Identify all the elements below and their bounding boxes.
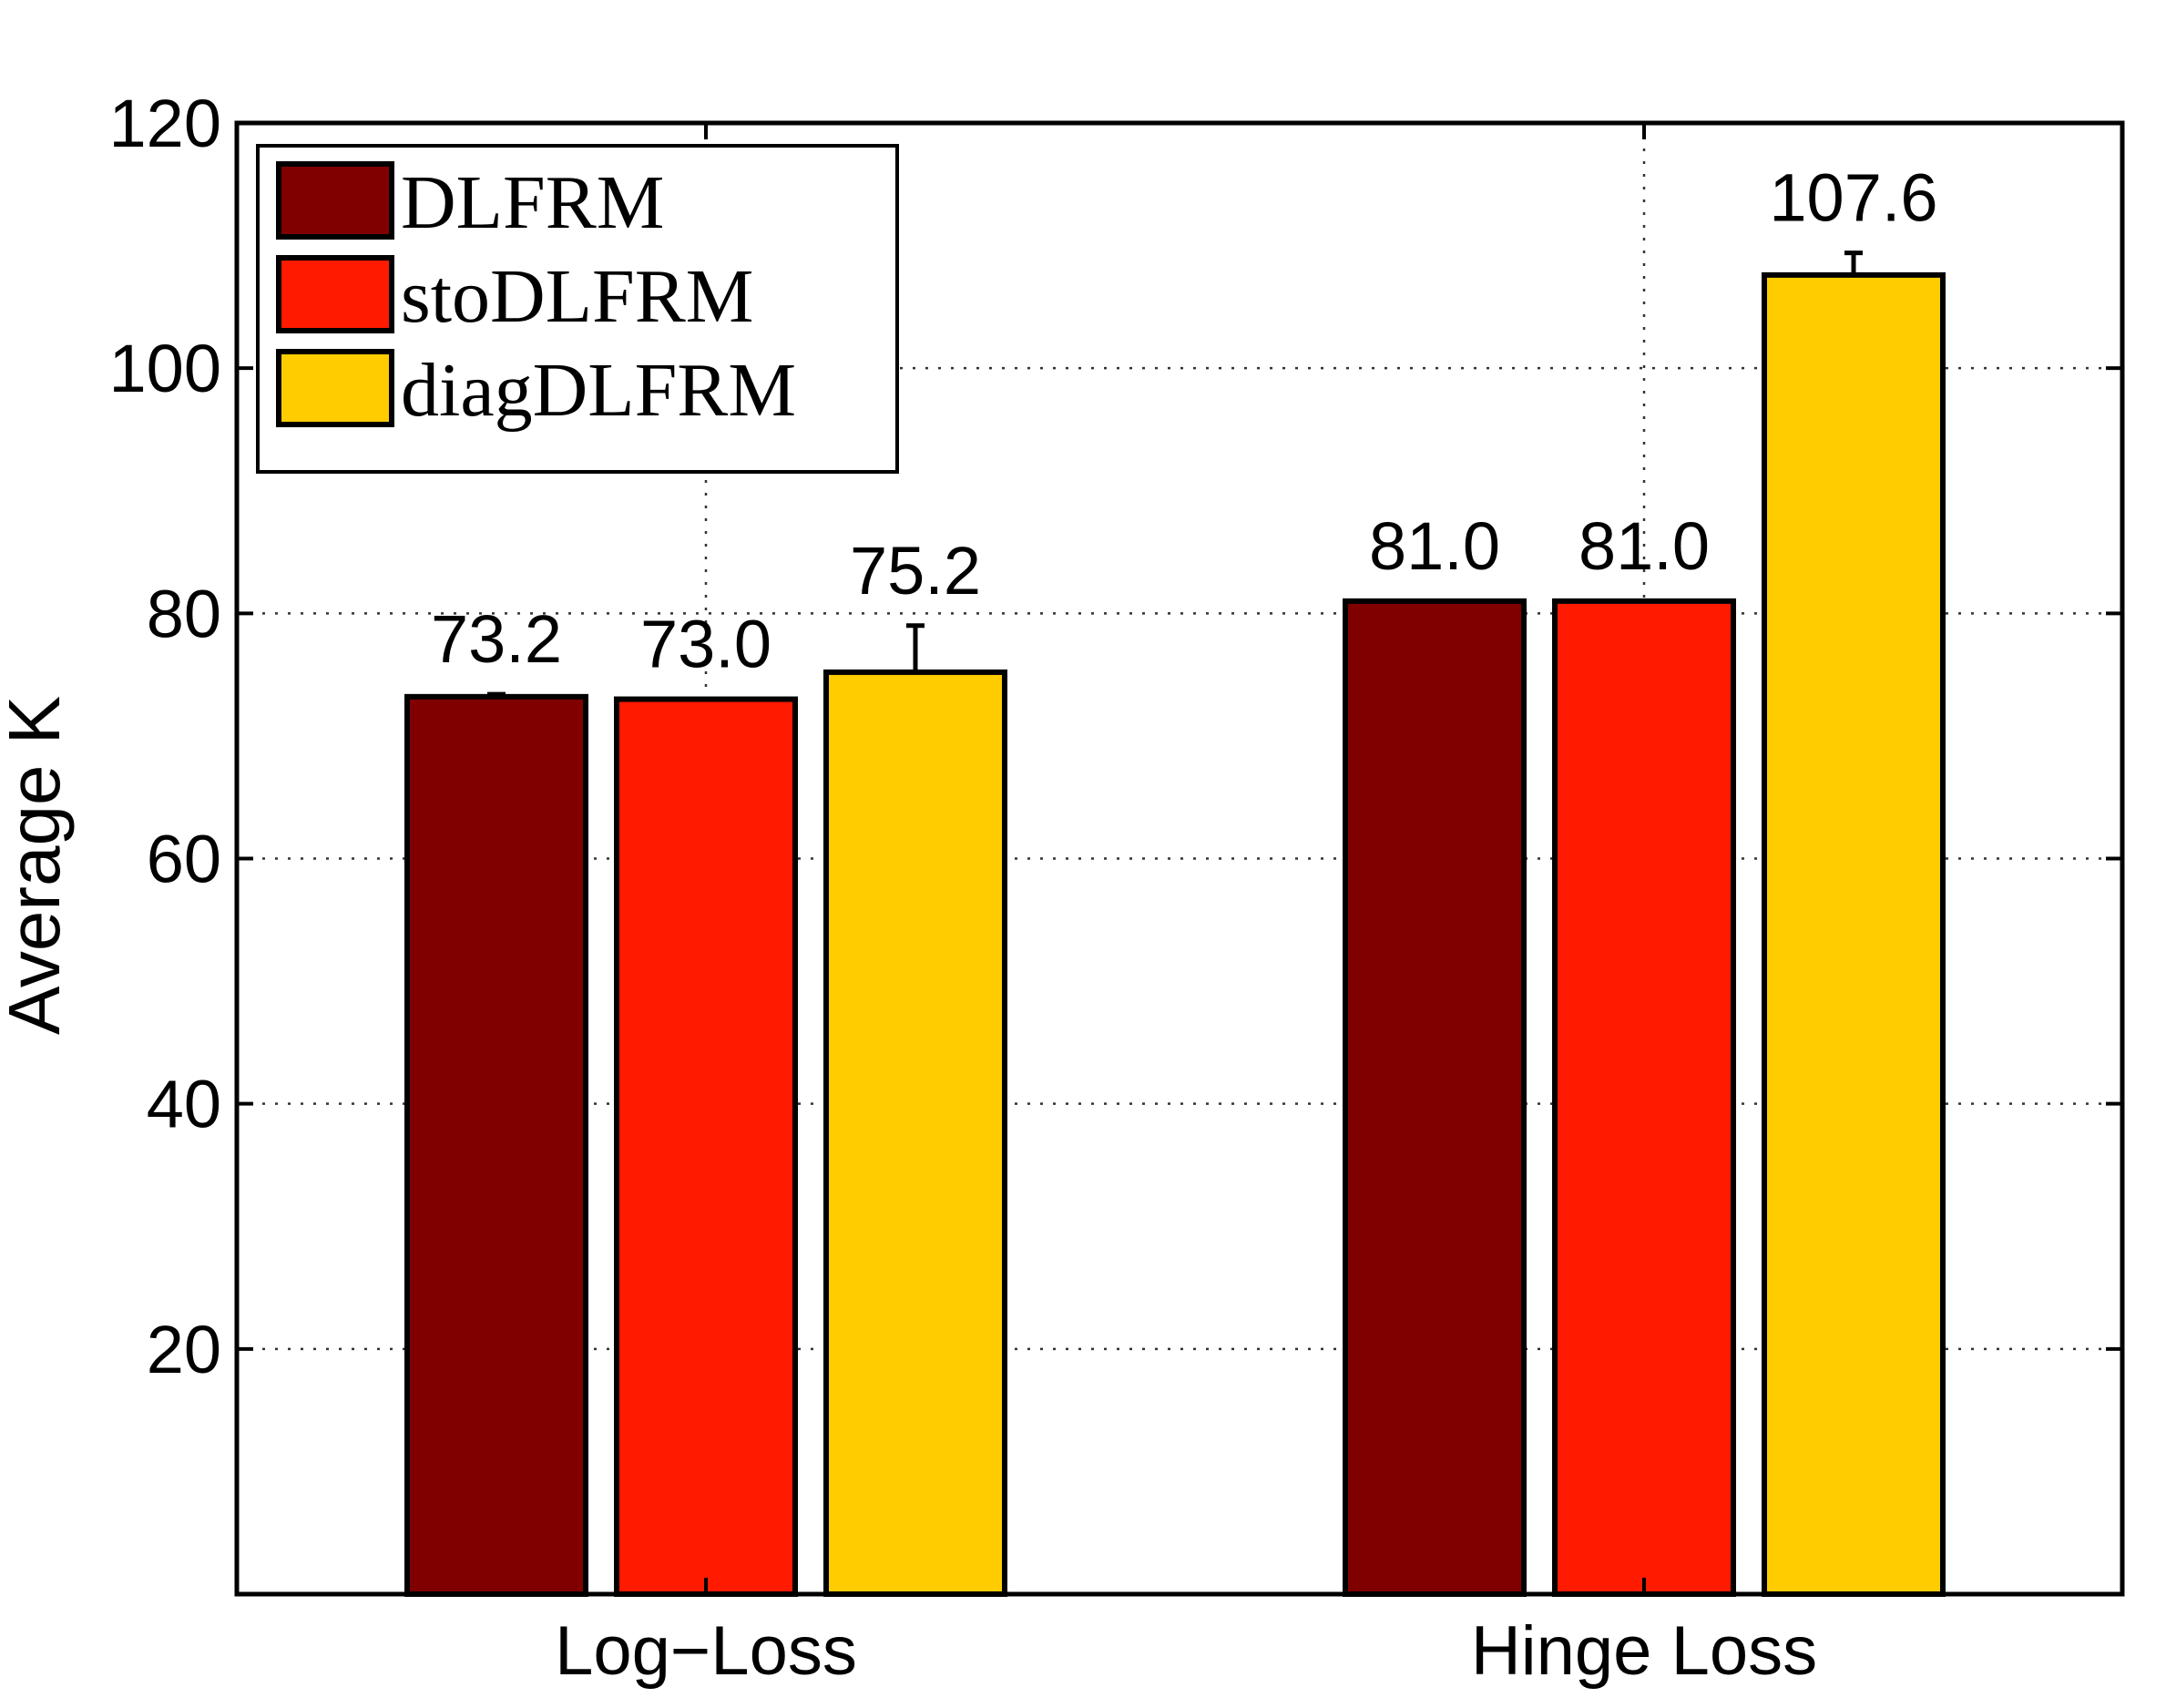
bar-diagDLFRM-0 bbox=[823, 669, 1007, 1597]
y-tick-label: 20 bbox=[147, 1312, 221, 1387]
x-tick-label: Hinge Loss bbox=[1471, 1612, 1817, 1690]
x-tick-label: Log−Loss bbox=[555, 1612, 857, 1690]
legend-label: diagDLFRM bbox=[401, 348, 796, 433]
bar-stoDLFRM-0 bbox=[614, 696, 798, 1597]
bar-diagDLFRM-1 bbox=[1762, 271, 1946, 1598]
legend-swatch-stoDLFRM bbox=[276, 255, 394, 333]
bar-stoDLFRM-1 bbox=[1552, 598, 1736, 1597]
legend: DLFRM stoDLFRM diagDLFRM bbox=[256, 144, 899, 474]
data-label: 73.0 bbox=[640, 607, 771, 682]
ticks-layer: Log−Loss Hinge Loss 20 40 60 80 100 120 bbox=[109, 86, 2122, 1690]
legend-swatch-DLFRM bbox=[276, 161, 394, 240]
data-label: 107.6 bbox=[1769, 160, 1937, 236]
y-tick-label: 40 bbox=[147, 1067, 221, 1142]
data-label: 81.0 bbox=[1369, 508, 1500, 584]
bar-DLFRM-1 bbox=[1343, 598, 1527, 1597]
data-label: 75.2 bbox=[850, 533, 981, 609]
y-tick-label: 120 bbox=[109, 86, 221, 161]
y-tick-label: 80 bbox=[147, 576, 221, 651]
legend-label: DLFRM bbox=[401, 160, 664, 245]
bar-DLFRM-0 bbox=[404, 693, 588, 1597]
legend-swatch-diagDLFRM bbox=[276, 349, 394, 427]
bars-layer: 73.2 73.0 75.2 81.0 81.0 107.6 bbox=[404, 160, 1946, 1598]
data-label: 73.2 bbox=[431, 601, 562, 677]
y-tick-label: 60 bbox=[147, 822, 221, 897]
y-tick-label: 100 bbox=[109, 331, 221, 406]
data-label: 81.0 bbox=[1579, 508, 1710, 584]
y-axis-label: Average K bbox=[0, 696, 75, 1035]
legend-label: stoDLFRM bbox=[401, 254, 753, 339]
